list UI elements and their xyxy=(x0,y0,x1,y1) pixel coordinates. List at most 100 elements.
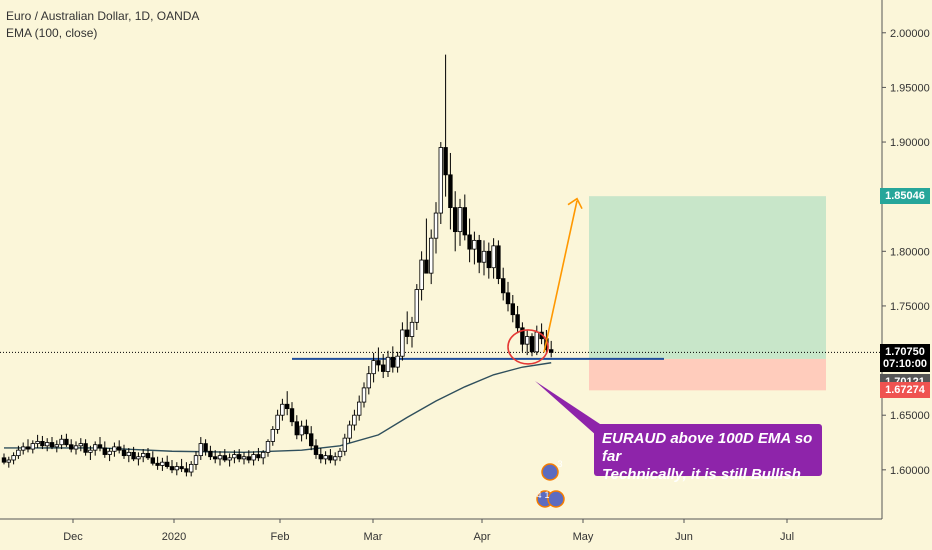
candle-body xyxy=(150,457,155,464)
candle-body xyxy=(299,425,304,436)
candle-body xyxy=(131,451,136,460)
candle-body xyxy=(212,456,218,460)
candle-body xyxy=(1,457,7,463)
price-tag: 07:10:00 xyxy=(880,356,930,373)
callout-pointer xyxy=(535,381,606,444)
candle-body xyxy=(11,455,16,461)
candle-body xyxy=(45,442,50,447)
candle-body xyxy=(265,441,271,453)
candle-body xyxy=(414,289,419,323)
candle-body xyxy=(49,442,55,448)
candle-body xyxy=(289,408,295,423)
candle-body xyxy=(294,421,299,436)
loss-zone xyxy=(589,358,826,391)
candle-body xyxy=(534,331,539,353)
candle-body xyxy=(419,259,424,290)
candle-body xyxy=(145,453,151,459)
candle-body xyxy=(179,466,184,470)
candle-body xyxy=(232,454,237,459)
x-tick-label: Mar xyxy=(364,531,383,543)
price-tag: 1.85046 xyxy=(880,188,930,205)
candle-body xyxy=(102,447,107,455)
highlight-circle xyxy=(507,329,549,365)
annotation-line-2: Technically, it is still Bullish xyxy=(602,466,801,483)
event-badge-count: 3 xyxy=(557,459,562,469)
candle-body xyxy=(241,456,247,460)
candle-body xyxy=(491,245,496,269)
ema-line xyxy=(4,362,552,454)
candle-body xyxy=(328,455,333,461)
price-tag: 1.70750 xyxy=(880,344,930,361)
x-tick-label: 2020 xyxy=(162,531,186,543)
candle-body xyxy=(515,314,520,329)
annotation-callout: EURAUD above 100D EMA so far Technically… xyxy=(594,424,822,483)
y-tick-label: 1.65000 xyxy=(890,410,930,422)
y-tick-label: 1.75000 xyxy=(890,301,930,313)
candle-body xyxy=(83,443,88,453)
candle-body xyxy=(452,207,458,233)
candle-body xyxy=(164,461,170,467)
candle-body xyxy=(404,329,410,337)
candle-body xyxy=(448,174,453,209)
candle-body xyxy=(525,336,530,345)
candle-body xyxy=(356,401,362,416)
event-badge-icon xyxy=(547,490,565,508)
candle-body xyxy=(78,443,83,447)
x-tick-label: Dec xyxy=(63,531,83,543)
candle-body xyxy=(395,355,400,368)
candle-body xyxy=(59,438,64,446)
x-tick-label: Jun xyxy=(675,531,693,543)
candle-body xyxy=(40,441,45,447)
candle-body xyxy=(457,207,463,233)
candle-body xyxy=(505,292,511,305)
candle-body xyxy=(342,437,347,452)
chart-legend: Euro / Australian Dollar, 1D, OANDA EMA … xyxy=(6,8,199,42)
candle-body xyxy=(54,444,59,448)
arrow-head xyxy=(567,197,583,210)
candle-body xyxy=(136,456,141,460)
candle-body xyxy=(222,455,227,461)
event-badge-count: 4 xyxy=(536,490,541,500)
candle-body xyxy=(313,445,319,455)
candle-body xyxy=(510,303,515,316)
candle-body xyxy=(443,147,448,176)
candle-body xyxy=(520,327,525,345)
candle-body xyxy=(64,438,69,446)
candle-body xyxy=(140,453,146,458)
candle-body xyxy=(6,459,11,463)
candle-body xyxy=(155,462,160,466)
candle-body xyxy=(496,245,501,280)
candle-body xyxy=(409,321,415,337)
candle-body xyxy=(93,444,98,451)
profit-zone xyxy=(589,196,826,359)
candle-body xyxy=(275,414,280,430)
candle-body xyxy=(549,349,554,353)
event-badge-icon xyxy=(541,463,559,481)
candle-body xyxy=(160,461,165,466)
candle-body xyxy=(112,446,117,452)
candle-body xyxy=(35,441,40,445)
candle-body xyxy=(270,429,275,442)
candle-body xyxy=(529,336,535,353)
candle-body xyxy=(251,454,256,461)
candle-body xyxy=(280,403,285,416)
candle-body xyxy=(169,466,175,471)
event-badge-count: 1 xyxy=(544,490,549,500)
candle-body xyxy=(385,356,391,372)
candle-body xyxy=(371,360,376,375)
indicator-label: EMA (100, close) xyxy=(6,26,98,40)
candle-body xyxy=(284,403,290,410)
candle-body xyxy=(481,250,487,263)
candle-body xyxy=(347,424,352,439)
candle-body xyxy=(208,450,213,458)
x-tick-label: Feb xyxy=(271,531,290,543)
candle-body xyxy=(361,387,367,403)
candle-body xyxy=(121,449,127,457)
candle-body xyxy=(97,444,103,449)
candle-body xyxy=(304,425,309,435)
candle-body xyxy=(184,468,189,473)
price-tag: 1.67274 xyxy=(880,382,930,399)
candle-body xyxy=(467,234,472,250)
